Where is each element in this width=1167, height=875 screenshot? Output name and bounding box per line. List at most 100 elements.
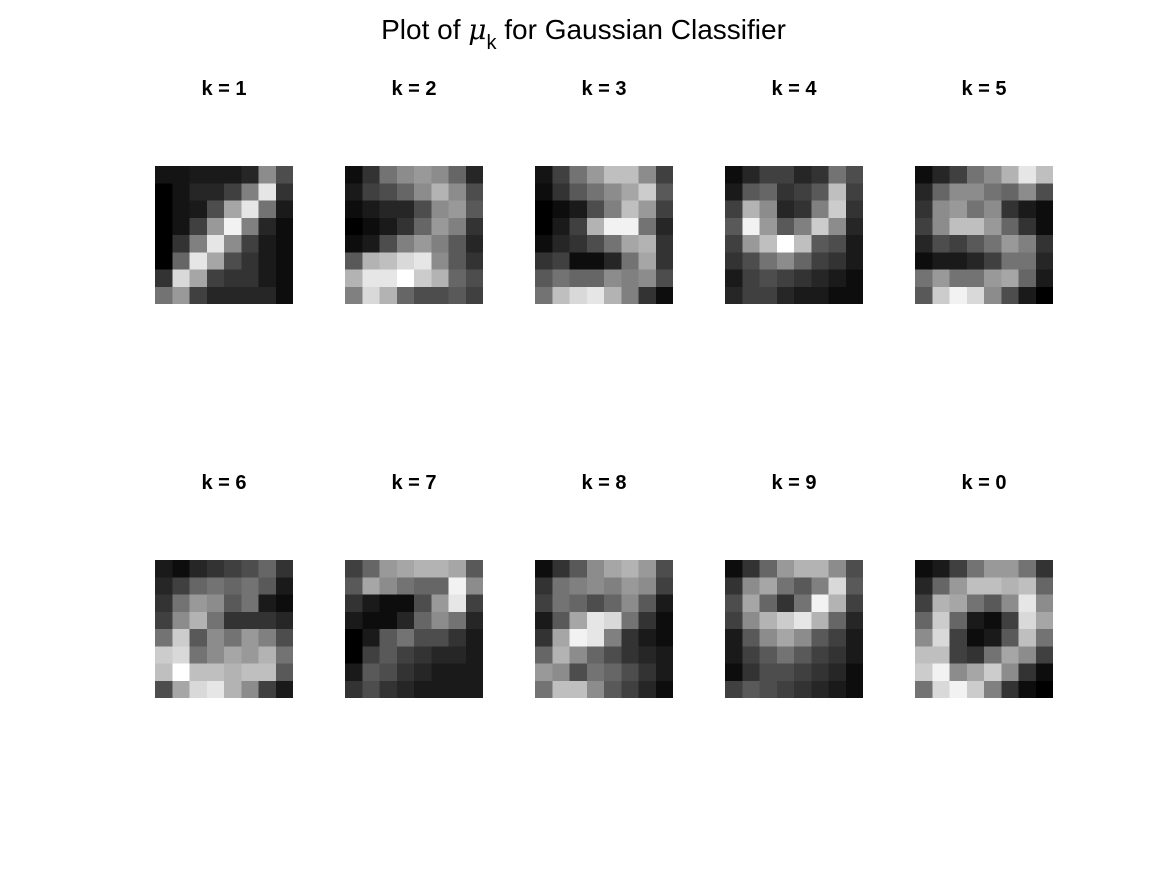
pixel-cell: [621, 252, 639, 270]
pixel-cell: [586, 286, 605, 304]
pixel-cell: [465, 560, 483, 578]
pixel-cell: [206, 611, 225, 630]
pixel-cell: [552, 646, 570, 664]
pixel-cell: [241, 252, 259, 270]
pixel-cell: [725, 680, 743, 698]
pixel-cell: [258, 166, 277, 184]
pixel-cell: [794, 166, 812, 184]
pixel-cell: [1001, 252, 1019, 270]
pixel-cell: [535, 200, 553, 219]
pixel-cell: [621, 166, 639, 184]
pixel-cell: [396, 200, 415, 219]
panel-title: k = 5: [961, 78, 1007, 100]
pixel-cell: [966, 166, 985, 184]
pixel-cell: [932, 680, 950, 698]
pixel-cell: [845, 286, 863, 304]
pixel-cell: [362, 235, 380, 253]
pixel-cell: [794, 269, 812, 288]
pixel-cell: [621, 646, 639, 664]
pixel-cell: [414, 166, 432, 184]
pixel-cell: [414, 577, 432, 595]
pixel-cell: [586, 629, 605, 647]
pixel-cell: [569, 646, 588, 664]
pixel-cell: [258, 235, 277, 253]
pixel-cell: [1035, 680, 1053, 698]
pixel-cell: [465, 183, 483, 201]
pixel-cell: [776, 286, 795, 304]
pixel-cell: [984, 560, 1002, 578]
pixel-cell: [725, 646, 743, 664]
pixel-cell: [569, 611, 588, 630]
pixel-cell: [155, 217, 173, 236]
pixel-cell: [932, 663, 950, 682]
pixel-cell: [586, 166, 605, 184]
panel-title: k = 1: [201, 78, 247, 100]
pixel-cell: [586, 646, 605, 664]
pixel-cell: [725, 560, 743, 578]
pixel-cell: [224, 680, 242, 698]
pixel-cell: [1001, 286, 1019, 304]
pixel-cell: [241, 183, 259, 201]
pixel-cell: [552, 594, 570, 613]
pixel-cell: [932, 235, 950, 253]
pixel-cell: [828, 577, 847, 595]
pixel-cell: [155, 560, 173, 578]
pixel-cell: [776, 611, 795, 630]
pixel-cell: [949, 594, 968, 613]
pixel-cell: [1001, 183, 1019, 201]
pixel-cell: [621, 286, 639, 304]
pixel-cell: [155, 252, 173, 270]
pixel-cell: [362, 200, 380, 219]
pixel-cell: [345, 269, 363, 288]
pixel-cell: [224, 166, 242, 184]
pixel-cell: [586, 560, 605, 578]
pixel-cell: [949, 646, 968, 664]
pixel-cell: [811, 166, 829, 184]
pixel-cell: [465, 594, 483, 613]
pixel-cell: [966, 560, 985, 578]
pixel-cell: [345, 629, 363, 647]
pixel-cell: [275, 560, 293, 578]
pixel-cell: [275, 166, 293, 184]
pixel-cell: [794, 594, 812, 613]
pixel-cell: [189, 286, 208, 304]
pixel-cell: [1035, 183, 1053, 201]
pixel-cell: [638, 594, 657, 613]
pixel-cell: [258, 611, 277, 630]
pixel-cell: [396, 166, 415, 184]
pixel-cell: [258, 252, 277, 270]
pixel-cell: [742, 166, 760, 184]
pixel-cell: [1001, 166, 1019, 184]
pixel-cell: [206, 680, 225, 698]
pixel-cell: [362, 663, 380, 682]
panel-title: k = 9: [771, 472, 817, 494]
pixel-cell: [448, 200, 467, 219]
pixel-cell: [586, 235, 605, 253]
pixel-cell: [448, 594, 467, 613]
pixel-cell: [828, 252, 847, 270]
pixel-cell: [379, 286, 398, 304]
pixel-cell: [275, 646, 293, 664]
pixel-cell: [966, 235, 985, 253]
pixel-cell: [725, 629, 743, 647]
pixel-cell: [569, 200, 588, 219]
panel-title: k = 4: [771, 78, 817, 100]
pixel-cell: [465, 200, 483, 219]
pixel-cell: [206, 577, 225, 595]
pixel-cell: [206, 594, 225, 613]
pixel-cell: [241, 166, 259, 184]
pixel-cell: [984, 183, 1002, 201]
pixel-cell: [448, 560, 467, 578]
pixel-cell: [1001, 560, 1019, 578]
pixel-cell: [224, 183, 242, 201]
pixel-cell: [949, 663, 968, 682]
pixel-cell: [759, 629, 778, 647]
pixel-cell: [725, 611, 743, 630]
pixel-cell: [915, 217, 933, 236]
pixel-cell: [535, 252, 553, 270]
pixel-cell: [1001, 200, 1019, 219]
pixel-cell: [725, 252, 743, 270]
pixel-cell: [569, 663, 588, 682]
pixel-cell: [638, 663, 657, 682]
pixel-cell: [794, 183, 812, 201]
